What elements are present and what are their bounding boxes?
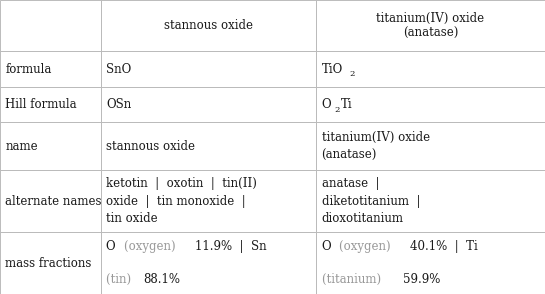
Text: 2: 2: [334, 106, 340, 114]
Bar: [0, 51, 101, 87]
Bar: [0, 122, 101, 170]
Text: O: O: [322, 98, 331, 111]
Bar: [0, 87, 101, 122]
Text: TiO: TiO: [322, 63, 343, 76]
Text: Ti: Ti: [341, 98, 353, 111]
Bar: [101, 87, 316, 122]
Bar: [316, 232, 545, 294]
Text: titanium(IV) oxide
(anatase): titanium(IV) oxide (anatase): [377, 12, 485, 40]
Bar: [101, 170, 316, 232]
Text: 88.1%: 88.1%: [143, 273, 180, 286]
Text: mass fractions: mass fractions: [5, 256, 92, 270]
Bar: [316, 51, 545, 87]
Text: O: O: [322, 240, 335, 253]
Text: ketotin  |  oxotin  |  tin(II)
oxide  |  tin monoxide  |
tin oxide: ketotin | oxotin | tin(II) oxide | tin m…: [106, 177, 257, 225]
Bar: [101, 0, 316, 51]
Bar: [101, 122, 316, 170]
Text: (titanium): (titanium): [322, 273, 384, 286]
Text: (tin): (tin): [106, 273, 135, 286]
Text: anatase  |
diketotitanium  |
dioxotitanium: anatase | diketotitanium | dioxotitanium: [322, 177, 420, 225]
Bar: [316, 87, 545, 122]
Text: SnO: SnO: [106, 63, 131, 76]
Bar: [101, 232, 316, 294]
Text: titanium(IV) oxide
(anatase): titanium(IV) oxide (anatase): [322, 131, 429, 162]
Text: 2: 2: [349, 70, 354, 78]
Text: Hill formula: Hill formula: [5, 98, 77, 111]
Bar: [0, 232, 101, 294]
Text: 11.9%  |  Sn: 11.9% | Sn: [195, 240, 267, 253]
Text: O: O: [106, 240, 120, 253]
Bar: [316, 170, 545, 232]
Text: (oxygen): (oxygen): [124, 240, 179, 253]
Text: name: name: [5, 140, 38, 153]
Text: (oxygen): (oxygen): [339, 240, 394, 253]
Text: OSn: OSn: [106, 98, 131, 111]
Text: stannous oxide: stannous oxide: [164, 19, 253, 32]
Text: 59.9%: 59.9%: [403, 273, 440, 286]
Bar: [316, 0, 545, 51]
Text: alternate names: alternate names: [5, 195, 102, 208]
Text: stannous oxide: stannous oxide: [106, 140, 195, 153]
Bar: [0, 0, 101, 51]
Text: 40.1%  |  Ti: 40.1% | Ti: [410, 240, 478, 253]
Bar: [316, 122, 545, 170]
Text: formula: formula: [5, 63, 52, 76]
Bar: [101, 51, 316, 87]
Bar: [0, 170, 101, 232]
